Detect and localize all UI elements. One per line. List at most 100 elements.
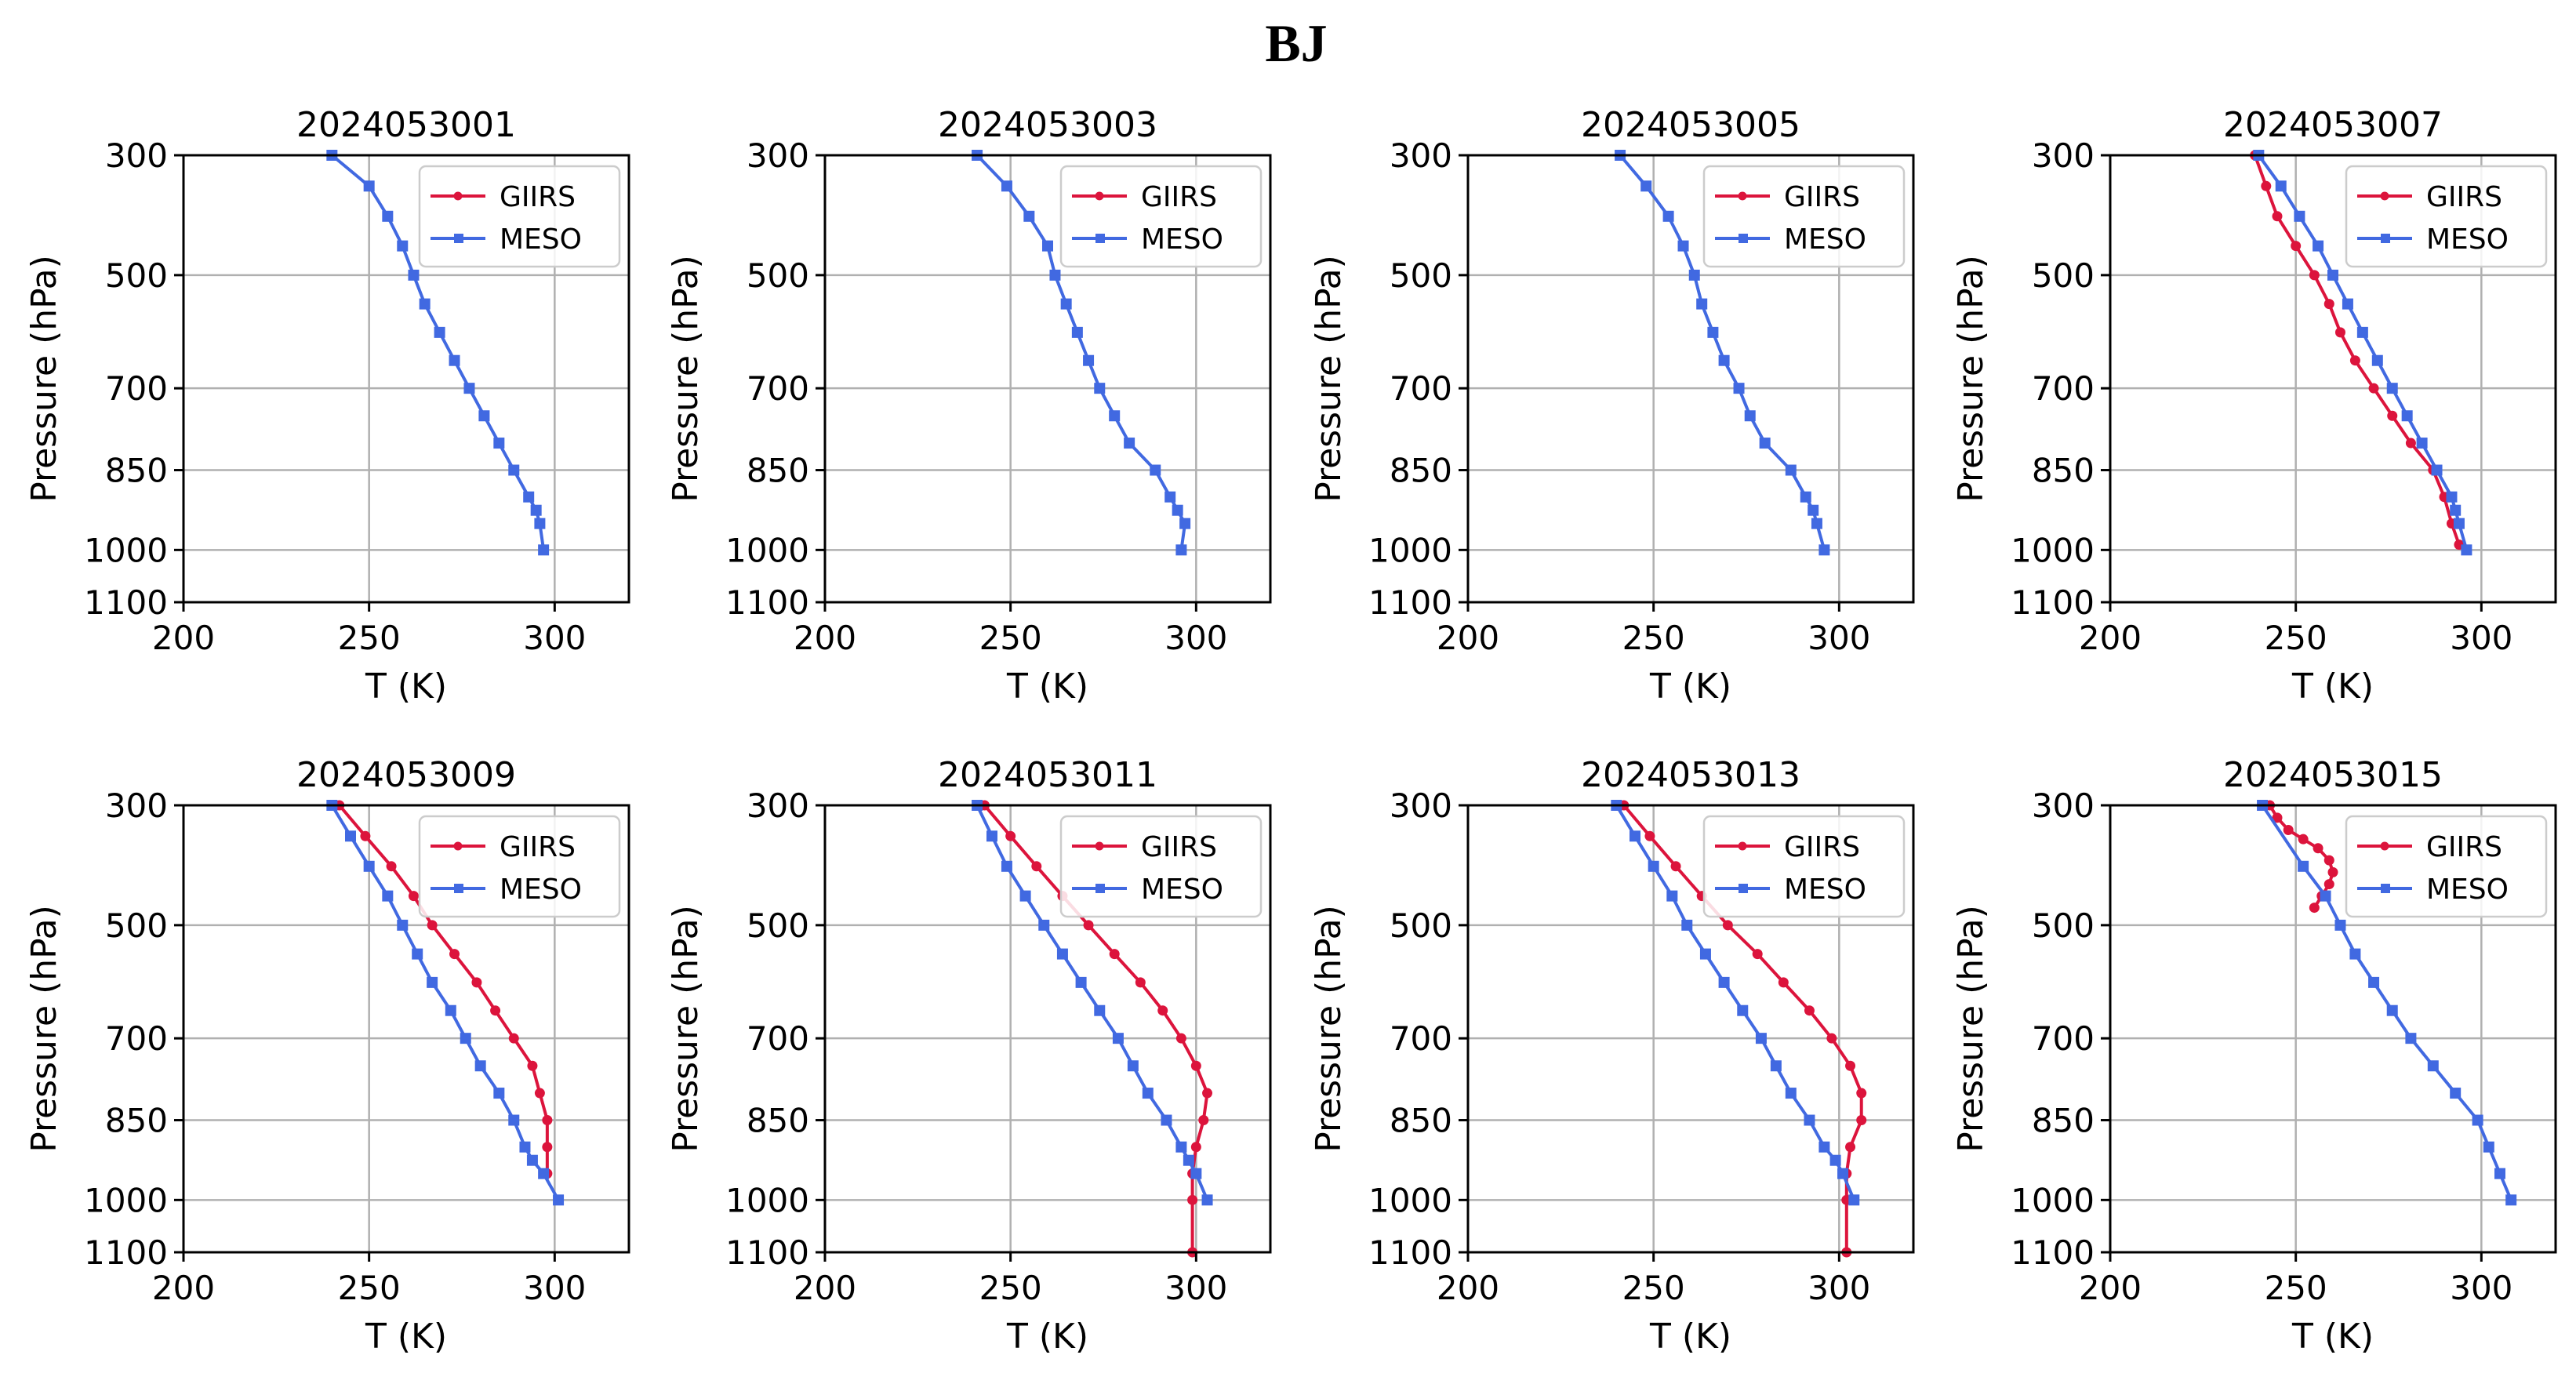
plot-frame xyxy=(182,154,630,604)
data-point-giirs xyxy=(2298,834,2309,845)
data-point-meso xyxy=(553,1194,565,1206)
data-point-meso xyxy=(1001,860,1012,872)
y-tick-label: 1000 xyxy=(84,1181,168,1219)
y-tick-label: 500 xyxy=(1390,906,1452,945)
data-point-giirs xyxy=(1157,1005,1168,1016)
data-point-meso xyxy=(1049,269,1061,281)
data-point-meso xyxy=(1648,860,1659,872)
data-point-meso xyxy=(1662,210,1674,222)
plot-frame xyxy=(182,804,630,1254)
data-point-meso xyxy=(1699,948,1711,960)
y-tick-label: 700 xyxy=(105,369,168,408)
y-tick-label: 1100 xyxy=(1368,583,1452,622)
panel-2024053005: 200 250 300 300 500 700 850 1000 1100 2024053005 T… xyxy=(1309,105,1915,707)
legend-label-giirs: GIIRS xyxy=(1141,831,1217,863)
data-point-meso xyxy=(2349,948,2361,960)
data-point-meso xyxy=(382,890,394,902)
data-point-giirs xyxy=(1856,1115,1867,1126)
data-point-meso xyxy=(1837,1168,1849,1179)
legend-marker xyxy=(1095,234,1105,243)
x-axis-label: T (K) xyxy=(1649,667,1731,707)
y-tick-label: 500 xyxy=(747,256,809,295)
legend-box xyxy=(418,815,621,918)
data-point-giirs xyxy=(1083,920,1094,931)
x-tick-label: 250 xyxy=(979,1269,1042,1307)
data-point-meso xyxy=(2446,491,2458,503)
legend-label-meso: MESO xyxy=(500,223,582,256)
y-tick-label: 300 xyxy=(105,136,168,175)
legend-label-meso: MESO xyxy=(2426,223,2509,256)
y-tick-label: 1100 xyxy=(2011,583,2095,622)
y-tick-label: 700 xyxy=(105,1019,168,1058)
data-point-meso xyxy=(2386,1004,2398,1016)
legend-marker xyxy=(1739,234,1748,243)
data-point-meso xyxy=(2472,1114,2483,1126)
data-point-meso xyxy=(449,354,460,366)
data-point-giirs xyxy=(2323,879,2334,890)
data-point-meso xyxy=(1164,491,1176,503)
y-tick-label: 700 xyxy=(1390,1019,1452,1058)
legend-marker xyxy=(453,191,463,201)
data-point-meso xyxy=(408,269,420,281)
data-point-giirs xyxy=(2272,211,2283,222)
legend-box xyxy=(418,165,621,268)
data-point-meso xyxy=(1150,464,1161,476)
legend-box xyxy=(2345,815,2548,918)
legend-label-meso: MESO xyxy=(2426,874,2509,906)
series-line-giirs xyxy=(1622,804,1863,1252)
data-point-meso xyxy=(534,518,546,529)
x-tick-label: 300 xyxy=(1164,619,1227,657)
legend-box xyxy=(1059,165,1263,268)
data-point-giirs xyxy=(1109,949,1120,960)
y-tick-label: 1100 xyxy=(725,583,809,622)
y-tick-label: 850 xyxy=(747,452,809,490)
legend: GIIRS MESO xyxy=(1059,815,1263,918)
panel-title: 2024053005 xyxy=(1581,105,1800,145)
data-point-meso xyxy=(2453,518,2465,529)
y-tick-label: 700 xyxy=(1390,369,1452,408)
data-point-meso xyxy=(493,438,505,449)
data-point-meso xyxy=(445,1004,456,1016)
data-point-giirs xyxy=(2323,299,2334,310)
y-tick-label: 700 xyxy=(2032,369,2095,408)
panel-2024053015: 200 250 300 300 500 700 850 1000 1100 2024053015 T… xyxy=(1951,755,2557,1357)
data-point-meso xyxy=(1183,1154,1194,1166)
data-point-meso xyxy=(1640,180,1652,192)
data-point-meso xyxy=(1142,1088,1154,1099)
data-point-meso xyxy=(2405,1033,2417,1044)
data-point-meso xyxy=(530,504,542,516)
data-point-meso xyxy=(986,830,997,842)
data-point-meso xyxy=(2320,890,2331,902)
x-tick-label: 200 xyxy=(2079,1269,2142,1307)
data-point-meso xyxy=(1804,1114,1815,1126)
legend-label-giirs: GIIRS xyxy=(2426,181,2502,213)
data-point-meso xyxy=(1785,464,1797,476)
data-point-meso xyxy=(1179,518,1191,529)
data-point-meso xyxy=(2275,180,2287,192)
data-point-meso xyxy=(2371,354,2383,366)
legend-marker xyxy=(453,841,463,851)
data-point-giirs xyxy=(1856,1088,1867,1099)
data-point-giirs xyxy=(1752,949,1763,960)
data-point-giirs xyxy=(1031,861,1042,872)
legend-label-giirs: GIIRS xyxy=(500,831,576,863)
data-point-meso xyxy=(1718,976,1730,988)
legend-label-meso: MESO xyxy=(1141,223,1223,256)
data-point-giirs xyxy=(2334,327,2345,338)
data-point-meso xyxy=(412,948,423,960)
x-tick-label: 200 xyxy=(152,619,215,657)
x-axis-label: T (K) xyxy=(1006,1317,1088,1357)
data-point-meso xyxy=(478,410,490,422)
data-point-meso xyxy=(2342,298,2353,310)
x-tick-label: 300 xyxy=(2450,1269,2512,1307)
y-tick-label: 850 xyxy=(2032,452,2095,490)
legend: GIIRS MESO xyxy=(418,815,621,918)
legend-marker xyxy=(2380,191,2389,201)
panel-title: 2024053015 xyxy=(2223,755,2443,795)
data-point-meso xyxy=(1094,383,1106,394)
data-point-meso xyxy=(1201,1194,1213,1206)
x-axis-label: T (K) xyxy=(2291,1317,2374,1357)
data-point-meso xyxy=(493,1088,505,1099)
data-point-meso xyxy=(2416,438,2428,449)
